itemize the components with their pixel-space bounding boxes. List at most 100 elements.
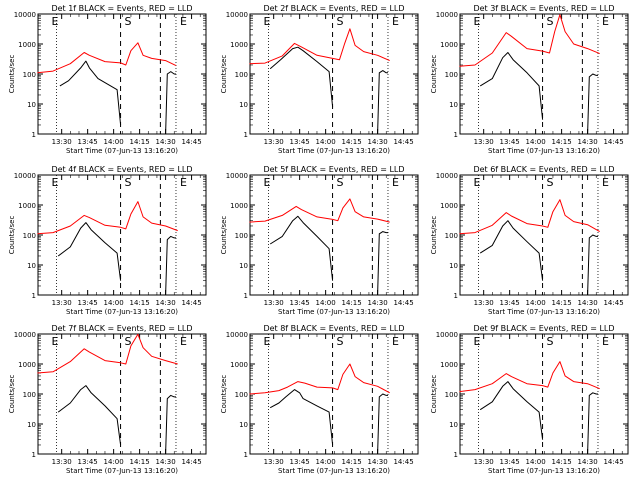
y-tick-label: 10 xyxy=(239,262,248,270)
interval-marker-label: E xyxy=(473,335,480,348)
x-tick-label: 14:45 xyxy=(603,299,623,307)
interval-marker-label: E xyxy=(263,335,270,348)
y-axis-label: Counts/sec xyxy=(430,55,438,94)
interval-marker-label: E xyxy=(51,335,58,348)
events-series-line xyxy=(165,235,176,296)
x-axis-label: Start Time (07-Jun-13 13:16:20) xyxy=(66,467,178,475)
lld-series-line xyxy=(249,28,390,65)
y-axis-label: Counts/sec xyxy=(8,375,16,414)
plot-frame xyxy=(249,13,419,135)
y-tick-label: 10000 xyxy=(226,172,248,180)
lld-series-line xyxy=(249,363,390,395)
x-tick-label: 13:45 xyxy=(290,458,310,466)
y-tick-label: 1000 xyxy=(18,361,36,369)
chart-title: Det 6f BLACK = Events, RED = LLD xyxy=(473,165,614,174)
x-tick-label: 14:15 xyxy=(130,299,150,307)
interval-marker-label: S xyxy=(337,335,344,348)
chart-panel-2: Det 2f BLACK = Events, RED = LLD 1 10 100 10… xyxy=(220,4,419,155)
interval-marker-label: E xyxy=(602,176,609,189)
y-tick-label: 1000 xyxy=(18,41,36,49)
y-tick-label: 1 xyxy=(244,292,248,300)
y-tick-label: 1000 xyxy=(230,202,248,210)
y-tick-label: 10000 xyxy=(436,11,458,19)
x-tick-label: 13:45 xyxy=(500,458,520,466)
y-axis-label: Counts/sec xyxy=(430,375,438,414)
y-axis-label: Counts/sec xyxy=(430,216,438,255)
y-tick-label: 10 xyxy=(449,421,458,429)
plot-frame xyxy=(37,333,207,455)
events-series-line xyxy=(269,46,334,107)
events-series-line xyxy=(269,215,334,281)
chart-title: Det 9f BLACK = Events, RED = LLD xyxy=(473,324,614,333)
chart-panel-7: Det 7f BLACK = Events, RED = LLD 1 10 100 10… xyxy=(8,324,207,475)
interval-marker-label: E xyxy=(51,15,58,28)
y-tick-label: 100 xyxy=(445,391,458,399)
x-axis-label: Start Time (07-Jun-13 13:16:20) xyxy=(278,467,390,475)
interval-marker-label: E xyxy=(602,335,609,348)
x-tick-label: 14:45 xyxy=(393,299,413,307)
x-tick-label: 14:15 xyxy=(552,299,572,307)
chart-panel-1: Det 1f BLACK = Events, RED = LLD 1 10 100 10… xyxy=(8,4,207,155)
x-tick-label: 14:00 xyxy=(316,299,336,307)
x-tick-label: 13:30 xyxy=(264,299,284,307)
x-tick-label: 13:30 xyxy=(474,138,494,146)
x-tick-label: 13:30 xyxy=(52,458,72,466)
x-tick-label: 14:30 xyxy=(155,458,175,466)
x-tick-label: 14:45 xyxy=(393,458,413,466)
y-tick-label: 10 xyxy=(27,421,36,429)
interval-marker-label: E xyxy=(263,176,270,189)
y-tick-label: 100 xyxy=(445,232,458,240)
events-series-line xyxy=(269,389,334,446)
y-tick-label: 10000 xyxy=(14,172,36,180)
y-tick-label: 10000 xyxy=(436,172,458,180)
interval-marker-label: E xyxy=(180,335,187,348)
x-tick-label: 14:45 xyxy=(393,138,413,146)
y-tick-label: 10000 xyxy=(436,331,458,339)
events-series-line xyxy=(587,73,598,135)
chart-title: Det 2f BLACK = Events, RED = LLD xyxy=(263,4,404,13)
y-tick-label: 100 xyxy=(235,232,248,240)
plot-frame xyxy=(459,333,629,455)
x-tick-label: 14:00 xyxy=(316,138,336,146)
x-tick-label: 14:15 xyxy=(342,138,362,146)
x-axis-label: Start Time (07-Jun-13 13:16:20) xyxy=(278,147,390,155)
x-tick-label: 13:45 xyxy=(500,138,520,146)
x-axis-label: Start Time (07-Jun-13 13:16:20) xyxy=(66,308,178,316)
x-tick-label: 14:45 xyxy=(181,458,201,466)
x-tick-label: 14:15 xyxy=(342,299,362,307)
events-series-line xyxy=(587,392,598,455)
x-axis-label: Start Time (07-Jun-13 13:16:20) xyxy=(66,147,178,155)
x-tick-label: 13:45 xyxy=(78,458,98,466)
x-tick-label: 14:30 xyxy=(367,299,387,307)
y-tick-label: 100 xyxy=(23,71,36,79)
x-tick-label: 14:15 xyxy=(552,458,572,466)
x-tick-label: 13:30 xyxy=(52,138,72,146)
interval-marker-label: S xyxy=(337,15,344,28)
chart-title: Det 4f BLACK = Events, RED = LLD xyxy=(51,165,192,174)
y-axis-label: Counts/sec xyxy=(220,375,228,414)
y-axis-label: Counts/sec xyxy=(220,216,228,255)
y-tick-label: 1 xyxy=(454,451,458,459)
interval-marker-label: E xyxy=(180,15,187,28)
x-tick-label: 14:45 xyxy=(181,138,201,146)
y-tick-label: 1 xyxy=(454,131,458,139)
x-tick-label: 14:00 xyxy=(104,138,124,146)
interval-marker-label: S xyxy=(547,176,554,189)
chart-title: Det 5f BLACK = Events, RED = LLD xyxy=(263,165,404,174)
chart-panel-4: Det 4f BLACK = Events, RED = LLD 1 10 100 10… xyxy=(8,165,207,316)
plot-frame xyxy=(249,333,419,455)
events-series-line xyxy=(377,231,388,296)
x-tick-label: 13:45 xyxy=(290,138,310,146)
events-series-line xyxy=(479,52,544,120)
y-axis-label: Counts/sec xyxy=(8,55,16,94)
x-tick-label: 14:00 xyxy=(104,458,124,466)
x-axis-label: Start Time (07-Jun-13 13:16:20) xyxy=(278,308,390,316)
x-tick-label: 13:30 xyxy=(264,458,284,466)
events-series-line xyxy=(587,234,598,296)
x-tick-label: 14:30 xyxy=(577,138,597,146)
y-tick-label: 10 xyxy=(449,262,458,270)
y-tick-label: 1 xyxy=(244,131,248,139)
y-tick-label: 10000 xyxy=(14,11,36,19)
y-tick-label: 1000 xyxy=(230,41,248,49)
